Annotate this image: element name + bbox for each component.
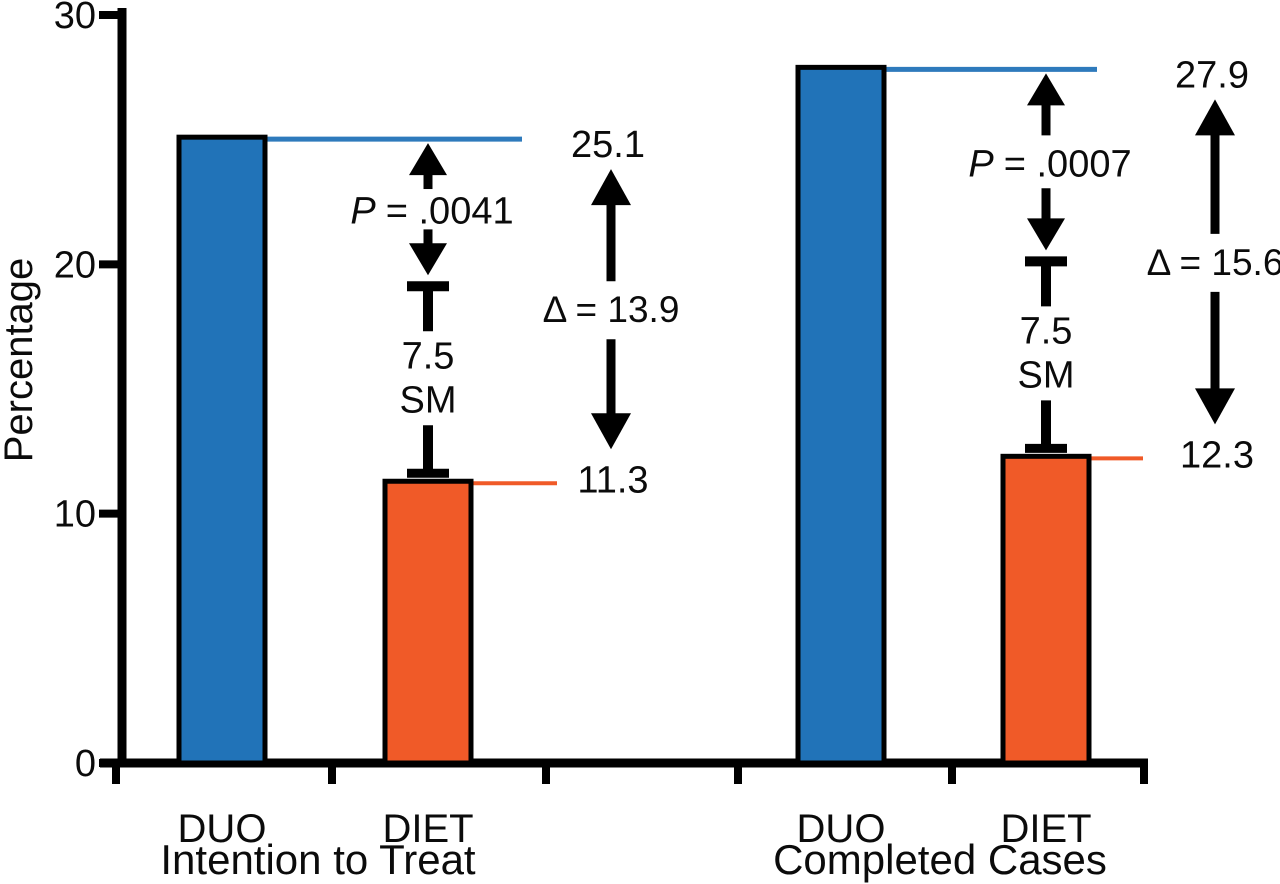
duo-value-label: 25.1 (571, 124, 645, 166)
p-arrow-up-head (1027, 73, 1065, 106)
p-value-label: P = .0007 (968, 144, 1131, 186)
bracket-value-label: 7.5 (1020, 310, 1073, 352)
bracket-unit-label: SM (400, 379, 457, 421)
group-label: Completed Cases (773, 836, 1107, 883)
duo-bar-label: DUO (797, 807, 886, 851)
delta-label: Δ = 15.6 (1147, 242, 1280, 283)
p-arrow-down-head (1027, 218, 1065, 251)
diet-value-label: 12.3 (1180, 434, 1254, 476)
p-arrow-down-head (409, 243, 447, 276)
p-value-symbol: P (968, 144, 994, 186)
p-value-number: = .0007 (1004, 144, 1132, 186)
diet-bar-label: DIET (382, 807, 473, 851)
delta-arrow-up-head (591, 169, 631, 206)
y-tick-label-20: 20 (54, 244, 96, 286)
duo-bar (176, 134, 268, 766)
delta-arrow-down-head (1195, 388, 1235, 425)
p-value-number: = .0041 (386, 191, 514, 233)
p-value-label: P = .0041 (350, 191, 513, 233)
group-label: Intention to Treat (160, 836, 476, 883)
bracket-value-label: 7.5 (402, 335, 455, 377)
delta-arrow-up-head (1195, 99, 1235, 136)
bracket-unit-label: SM (1018, 354, 1075, 396)
p-arrow-up-head (409, 143, 447, 176)
delta-label: Δ = 13.9 (543, 289, 680, 330)
y-tick-label-10: 10 (54, 494, 96, 536)
diet-bar-label: DIET (1000, 807, 1091, 851)
y-axis-title: Percentage (0, 258, 41, 463)
diet-value-label: 11.3 (577, 459, 648, 501)
duo-bar (795, 64, 887, 766)
delta-arrow-down-head (591, 413, 631, 450)
diet-bar (1000, 453, 1092, 766)
y-tick-label-0: 0 (75, 743, 96, 785)
duo-value-label: 27.9 (1175, 54, 1249, 96)
diet-bar (382, 478, 474, 766)
y-tick-label-30: 30 (54, 0, 96, 37)
p-value-symbol: P (350, 191, 376, 233)
duo-bar-label: DUO (178, 807, 267, 851)
